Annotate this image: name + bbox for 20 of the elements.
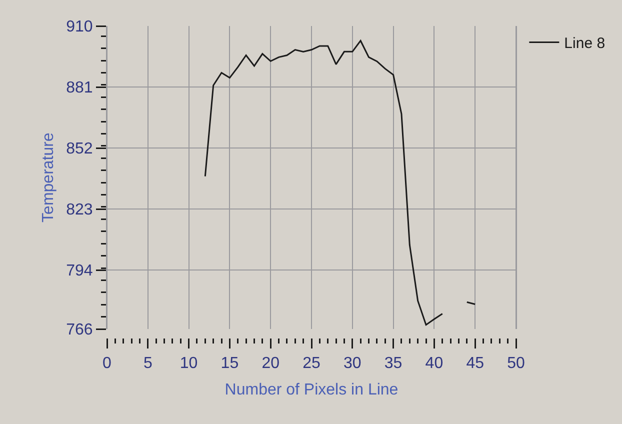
y-tick-label: 823 [66,202,93,219]
x-tick-label: 30 [344,354,362,372]
x-tick-label: 25 [302,354,320,372]
y-tick-label: 852 [66,140,93,158]
x-tick-label: 10 [180,354,198,372]
y-tick-label: 881 [66,80,93,97]
y-tick-label: 766 [66,322,93,339]
y-tick-label: 794 [66,262,93,280]
y-tick-label: 910 [66,18,93,36]
x-tick-label: 45 [466,354,484,372]
x-tick-label: 15 [220,354,239,372]
x-tick-label: 35 [384,354,402,372]
x-axis-title: Number of Pixels in Line [224,382,398,399]
x-tick-label: 20 [262,354,280,372]
y-axis-title: Temperature [40,132,57,222]
x-tick-label: 50 [507,354,525,372]
x-tick-label: 0 [102,354,112,372]
x-tick-label: 40 [425,354,444,372]
x-tick-label: 5 [143,354,152,372]
legend-label: Line 8 [564,35,606,52]
